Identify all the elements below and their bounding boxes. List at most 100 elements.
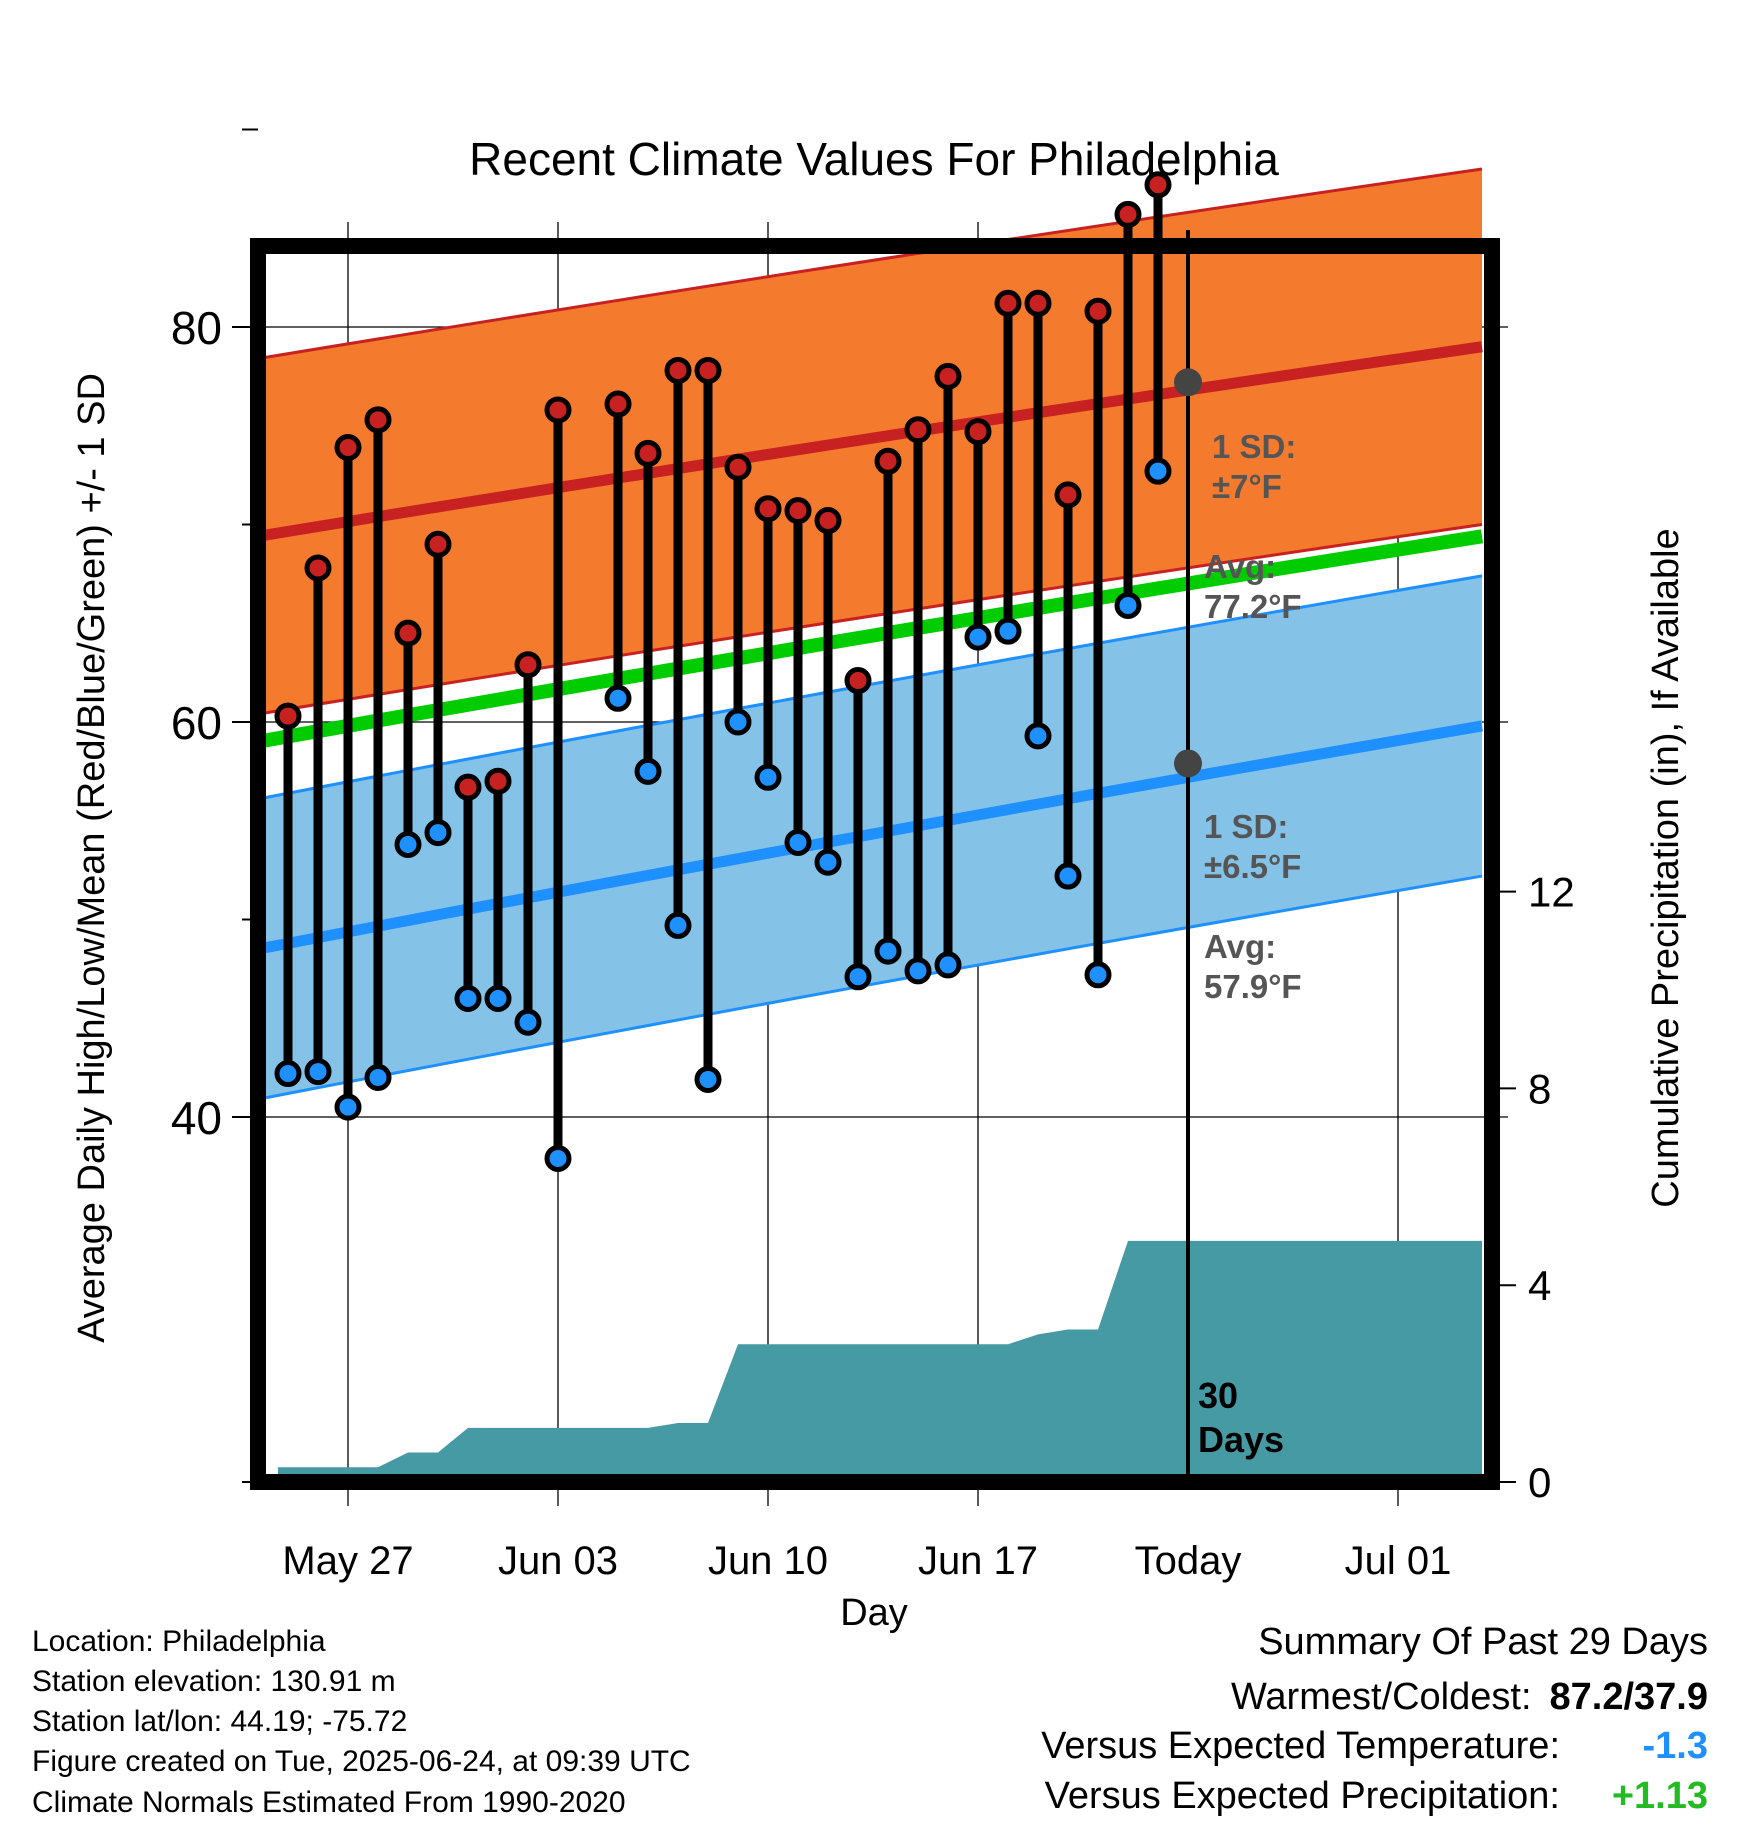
daily-high-point — [1084, 297, 1112, 325]
x-tick-label: Jun 10 — [708, 1539, 828, 1583]
daily-low-point — [1084, 961, 1112, 989]
daily-high-point — [304, 554, 332, 582]
daily-high-point — [874, 447, 902, 475]
summary-temp-label: Versus Expected Temperature: — [1041, 1725, 1560, 1767]
info-latlon: Station lat/lon: 44.19; -75.72 — [32, 1705, 408, 1738]
high-sd-label: 1 SD: — [1212, 428, 1296, 465]
daily-high-point — [454, 773, 482, 801]
normal-high-band-upper-edge — [257, 167, 1483, 361]
y2-axis-label: Cumulative Precipitation (in), If Availa… — [1645, 528, 1687, 1207]
daily-high-point — [604, 390, 632, 418]
low-sd-label: 1 SD: — [1204, 808, 1288, 845]
today-days-number: 30 — [1198, 1375, 1238, 1416]
info-created: Figure created on Tue, 2025-06-24, at 09… — [32, 1745, 691, 1778]
summary-temp-value: -1.3 — [1642, 1725, 1708, 1767]
info-elevation: Station elevation: 130.91 m — [32, 1665, 396, 1698]
plot-frame — [250, 238, 1500, 1490]
daily-low-point — [1114, 591, 1142, 619]
x-axis-label: Day — [840, 1592, 908, 1634]
chart-title: Recent Climate Values For Philadelphia — [469, 133, 1279, 185]
daily-high-point — [814, 507, 842, 535]
daily-low-point — [544, 1144, 572, 1172]
daily-high-point — [754, 495, 782, 523]
daily-high-point — [1144, 171, 1172, 199]
x-tick-label: Jun 03 — [498, 1539, 618, 1583]
daily-low-point — [364, 1064, 392, 1091]
info-normals: Climate Normals Estimated From 1990-2020 — [32, 1786, 626, 1819]
precip-area — [278, 1240, 1488, 1482]
low-avg-value: 57.9°F — [1204, 968, 1302, 1005]
daily-low-point — [274, 1060, 302, 1088]
daily-high-point — [784, 497, 812, 525]
y-tick-label: 60 — [171, 697, 222, 749]
daily-low-point — [1144, 457, 1172, 485]
low-avg-label: Avg: — [1204, 928, 1276, 965]
daily-low-point — [1024, 722, 1052, 750]
y2-tick-label: 8 — [1528, 1065, 1551, 1112]
normal-low-band-lower-edge — [257, 874, 1483, 1101]
daily-high-point — [394, 619, 422, 647]
today-avg-high-marker — [1174, 368, 1202, 397]
y-tick-label: 40 — [171, 1092, 222, 1144]
summary-precip: Versus Expected Precipitation: +1.13 — [1045, 1777, 1708, 1815]
info-location: Location: Philadelphia — [32, 1625, 326, 1658]
daily-high-point — [934, 362, 962, 390]
today-days-label: Days — [1198, 1419, 1284, 1460]
daily-high-point — [994, 289, 1022, 317]
daily-low-point — [904, 957, 932, 985]
daily-high-point — [904, 416, 932, 444]
x-tick-label: May 27 — [282, 1539, 413, 1583]
normal-high-line — [257, 341, 1483, 542]
daily-high-point — [424, 530, 452, 558]
daily-high-point — [964, 418, 992, 446]
y-axis-label: Average Daily High/Low/Mean (Red/Blue/Gr… — [71, 373, 113, 1343]
daily-high-point — [694, 356, 722, 384]
daily-low-point — [784, 828, 812, 856]
daily-low-point — [724, 708, 752, 736]
daily-low-point — [1054, 862, 1082, 890]
daily-low-point — [634, 757, 662, 785]
daily-low-point — [334, 1093, 362, 1121]
summary-warm-cold-label: Warmest/Coldest: — [1230, 1676, 1532, 1718]
daily-low-point — [964, 623, 992, 651]
summary-title: Summary Of Past 29 Days — [1258, 1621, 1708, 1663]
y2-tick-label: 12 — [1528, 869, 1575, 916]
daily-low-point — [874, 937, 902, 965]
summary-precip-label: Versus Expected Precipitation: — [1044, 1775, 1560, 1817]
daily-low-point — [754, 763, 782, 791]
daily-low-point — [994, 617, 1022, 645]
high-sd-value: ±7°F — [1212, 468, 1282, 505]
daily-low-point — [814, 848, 842, 876]
daily-high-point — [1114, 200, 1142, 228]
high-avg-label: Avg: — [1204, 548, 1276, 585]
daily-high-point — [724, 453, 752, 481]
summary-temp: Versus Expected Temperature: -1.3 — [1041, 1727, 1708, 1765]
daily-high-point — [544, 396, 572, 424]
x-tick-label: Jul 01 — [1345, 1539, 1452, 1583]
normal-low-line — [256, 720, 1483, 955]
daily-low-point — [604, 684, 632, 712]
daily-low-point — [484, 985, 512, 1012]
daily-high-point — [844, 667, 872, 695]
daily-low-point — [694, 1065, 722, 1093]
daily-high-point — [634, 439, 662, 467]
daily-high-point — [364, 406, 392, 434]
x-tick-label: Today — [1135, 1539, 1242, 1583]
daily-high-point — [1024, 289, 1052, 317]
daily-low-point — [664, 911, 692, 939]
daily-high-point — [664, 356, 692, 384]
x-tick-label: Jun 17 — [918, 1539, 1038, 1583]
daily-low-point — [304, 1058, 332, 1086]
daily-high-point — [1054, 481, 1082, 509]
y-tick-label: 80 — [171, 302, 222, 354]
daily-low-point — [424, 819, 452, 847]
daily-high-point — [274, 702, 302, 730]
daily-low-point — [844, 963, 872, 991]
summary-warm-cold-value: 87.2/37.9 — [1549, 1676, 1708, 1718]
daily-high-point — [334, 433, 362, 461]
daily-low-point — [934, 951, 962, 979]
daily-high-point — [484, 767, 512, 795]
daily-low-point — [454, 985, 482, 1012]
y2-tick-label: 4 — [1528, 1262, 1551, 1309]
